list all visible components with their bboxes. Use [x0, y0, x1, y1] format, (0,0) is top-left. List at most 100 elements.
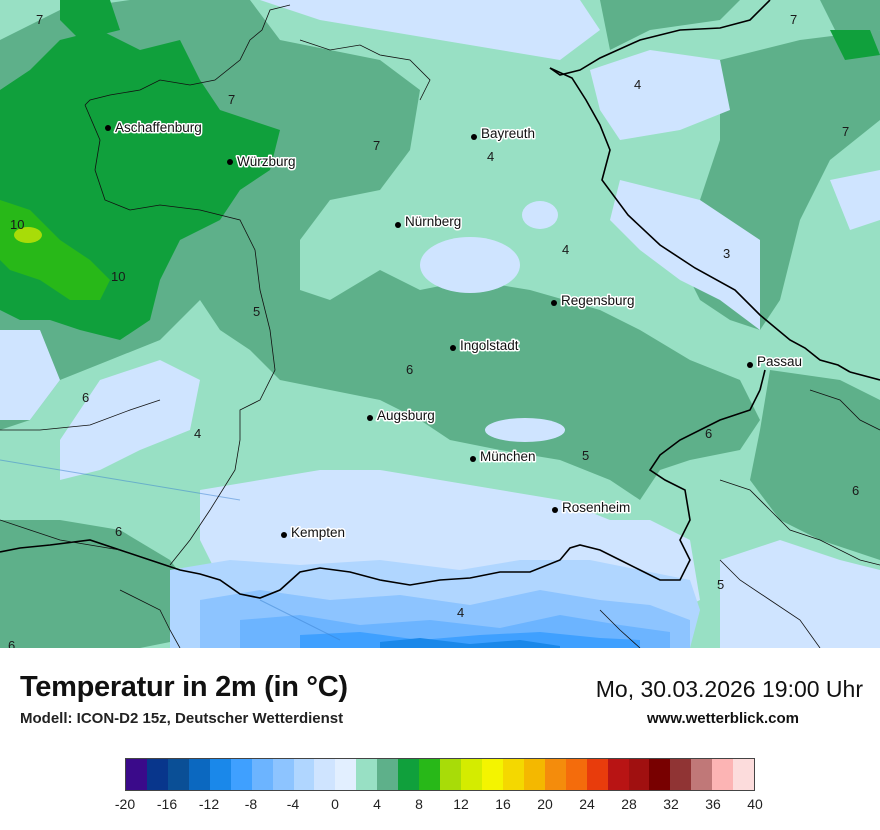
legend-color-swatch	[481, 759, 503, 790]
legend-tick-label: 24	[579, 796, 595, 812]
svg-text:Bayreuth: Bayreuth	[481, 126, 535, 141]
legend-tick-label: 8	[415, 796, 423, 812]
isoline-label: 7	[373, 138, 380, 153]
isoline-label: 7	[842, 124, 849, 139]
city-augsburg: Augsburg	[367, 407, 436, 425]
city-bayreuth: Bayreuth	[471, 125, 537, 143]
isoline-label: 6	[406, 362, 413, 377]
legend-tick-label: -4	[286, 796, 300, 812]
legend-color-swatch	[670, 759, 692, 790]
rivers	[0, 459, 341, 641]
isoline-label: 5	[582, 448, 589, 463]
legend-color-swatch	[126, 759, 147, 790]
legend-color-swatch	[461, 759, 482, 790]
svg-text:Regensburg: Regensburg	[561, 293, 635, 308]
legend-color-swatch	[146, 759, 168, 790]
svg-text:Augsburg: Augsburg	[377, 408, 435, 423]
legend-tick-label: -8	[244, 796, 258, 812]
legend-tick-labels: -20 -16 -12 -8 -4 0 4 8 12 16 20 24 28 32 36 40	[115, 796, 763, 816]
isoline-label: 6	[705, 426, 712, 441]
svg-text:Kempten: Kempten	[291, 525, 345, 540]
legend-tick-label: -12	[198, 796, 220, 812]
city-markers: Aschaffenburg Würzburg Bayreuth Nürnberg…	[105, 119, 804, 542]
forecast-datetime: Mo, 30.03.2026 19:00 Uhr	[595, 676, 863, 702]
svg-text:Ingolstadt: Ingolstadt	[460, 338, 519, 353]
isoline-label: 4	[194, 426, 201, 441]
legend-color-swatch	[544, 759, 566, 790]
city-nuernberg: Nürnberg	[395, 213, 463, 231]
isoline-label: 7	[228, 92, 235, 107]
legend-tick-label: 20	[537, 796, 553, 812]
legend-color-swatch	[230, 759, 252, 790]
state-borders	[0, 4, 880, 648]
city-ingolstadt: Ingolstadt	[450, 337, 520, 355]
isoline-label: 7	[790, 12, 797, 27]
temp-band-10-12	[0, 200, 110, 300]
isoline-label: 6	[8, 638, 15, 648]
legend-tick-label: 36	[705, 796, 721, 812]
city-kempten: Kempten	[281, 524, 347, 542]
legend-color-swatch	[335, 759, 357, 790]
svg-text:Rosenheim: Rosenheim	[562, 500, 630, 515]
map-title: Temperatur in 2m (in °C)	[20, 671, 348, 703]
city-rosenheim: Rosenheim	[552, 499, 632, 517]
legend-color-swatch	[272, 759, 294, 790]
legend-tick-label: 40	[747, 796, 763, 812]
svg-text:Nürnberg: Nürnberg	[405, 214, 461, 229]
isoline-label: 6	[852, 483, 859, 498]
isoline-label: 10	[10, 217, 24, 232]
isoline-label: 6	[115, 524, 122, 539]
legend-color-swatch	[440, 759, 461, 790]
legend-color-swatch	[419, 759, 441, 790]
alps-cold	[170, 560, 700, 648]
legend-color-swatch	[649, 759, 671, 790]
isoline-label: 4	[634, 77, 641, 92]
city-wuerzburg: Würzburg	[227, 153, 297, 171]
svg-text:Würzburg: Würzburg	[237, 154, 296, 169]
legend-color-swatch	[293, 759, 315, 790]
legend-color-swatch	[691, 759, 713, 790]
legend-color-swatch	[377, 759, 399, 790]
isoline-label: 10	[111, 269, 125, 284]
legend-color-swatch	[209, 759, 231, 790]
isoline-label: 5	[717, 577, 724, 592]
website-label: www.wetterblick.com	[647, 710, 799, 727]
isoline-label: 7	[36, 12, 43, 27]
isoline-labels: 7 7 7 7 7 10 10 4 4 3 5 6 6 4 6 5 6 5 6 …	[8, 12, 859, 648]
isoline-label: 4	[562, 242, 569, 257]
legend-tick-label: 12	[453, 796, 469, 812]
legend-color-swatch	[398, 759, 420, 790]
isoline-label: 5	[253, 304, 260, 319]
legend-color-swatch	[607, 759, 629, 790]
city-regensburg: Regensburg	[551, 292, 636, 310]
legend-tick-label: 16	[495, 796, 511, 812]
isoline-label: 4	[487, 149, 494, 164]
legend-tick-label: 0	[331, 796, 339, 812]
legend-color-swatch	[502, 759, 524, 790]
legend-color-swatch	[356, 759, 378, 790]
legend-tick-label: 4	[373, 796, 381, 812]
legend-tick-label: -20	[114, 796, 136, 812]
legend-tick-label: 28	[621, 796, 637, 812]
legend-color-swatch	[251, 759, 273, 790]
svg-text:Aschaffenburg: Aschaffenburg	[115, 120, 202, 135]
isoline-label: 6	[82, 390, 89, 405]
isoline-label: 3	[723, 246, 730, 261]
legend-color-swatch	[167, 759, 189, 790]
model-source: Modell: ICON-D2 15z, Deutscher Wetterdie…	[20, 710, 344, 727]
legend-color-swatch	[712, 759, 734, 790]
legend-color-swatch	[565, 759, 587, 790]
svg-text:Passau: Passau	[757, 354, 802, 369]
legend-color-swatch	[733, 759, 755, 790]
city-passau: Passau	[747, 353, 804, 371]
city-muenchen: München	[470, 448, 537, 466]
legend-color-swatch	[586, 759, 608, 790]
country-borders	[0, 0, 880, 599]
temperature-map: 7 7 7 7 7 10 10 4 4 3 5 6 6 4 6 5 6 5 6 …	[0, 0, 880, 648]
legend-tick-label: -16	[156, 796, 178, 812]
legend-tick-label: 32	[663, 796, 679, 812]
legend-color-swatch	[188, 759, 210, 790]
svg-text:München: München	[480, 449, 536, 464]
legend-color-swatch	[523, 759, 545, 790]
city-aschaffenburg: Aschaffenburg	[105, 119, 203, 137]
